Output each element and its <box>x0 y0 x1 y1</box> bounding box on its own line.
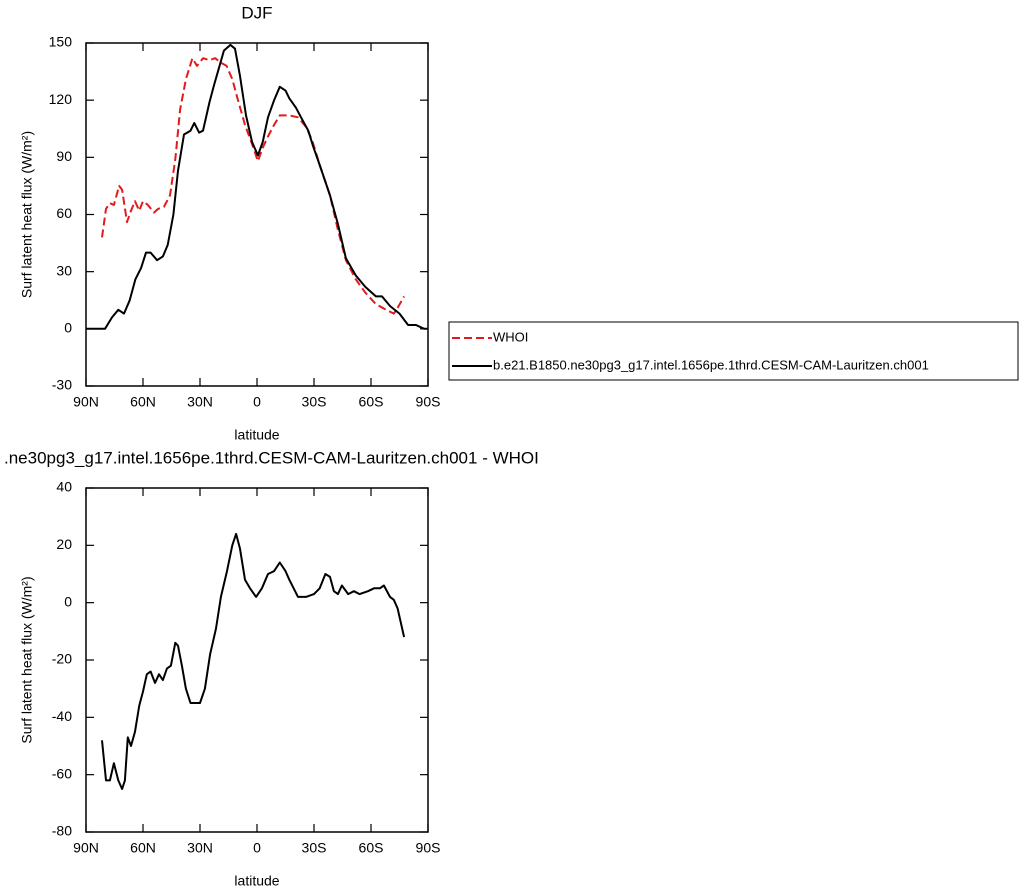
x-tick-label: 60S <box>359 840 384 856</box>
chart-title: .ne30pg3_g17.intel.1656pe.1thrd.CESM-CAM… <box>4 448 539 467</box>
y-tick-label: 60 <box>56 205 72 221</box>
x-tick-label: 60S <box>359 394 384 410</box>
x-tick-label: 90N <box>73 394 99 410</box>
y-tick-label: 120 <box>49 91 73 107</box>
y-tick-label: 20 <box>56 536 72 552</box>
x-tick-label: 90S <box>416 840 441 856</box>
y-tick-label: -60 <box>52 765 72 781</box>
y-tick-label: 150 <box>49 34 73 50</box>
legend-label: b.e21.B1850.ne30pg3_g17.intel.1656pe.1th… <box>493 357 929 372</box>
y-axis-label: Surf latent heat flux (W/m²) <box>19 576 35 743</box>
y-axis-label: Surf latent heat flux (W/m²) <box>19 131 35 298</box>
legend-box <box>448 321 1019 381</box>
data-line <box>101 532 406 790</box>
x-tick-label: 30S <box>302 394 327 410</box>
y-tick-label: -30 <box>52 377 72 393</box>
x-tick-label: 60N <box>130 394 156 410</box>
x-axis-label: latitude <box>234 427 279 443</box>
y-tick-label: 90 <box>56 148 72 164</box>
y-tick-label: -40 <box>52 708 72 724</box>
y-tick-label: 0 <box>64 593 72 609</box>
plot-frame <box>85 487 429 833</box>
y-tick-label: -80 <box>52 823 72 839</box>
y-tick-label: -20 <box>52 651 72 667</box>
x-tick-label: 90N <box>73 840 99 856</box>
y-tick-label: 0 <box>64 320 72 336</box>
x-tick-label: 30S <box>302 840 327 856</box>
chart-title: DJF <box>241 3 272 22</box>
legend-label: WHOI <box>493 329 528 344</box>
data-line <box>101 57 405 315</box>
x-axis-label: latitude <box>234 873 279 889</box>
plot-frame <box>85 42 429 387</box>
x-tick-label: 30N <box>187 840 213 856</box>
x-tick-label: 0 <box>253 840 261 856</box>
x-tick-label: 60N <box>130 840 156 856</box>
y-tick-label: 40 <box>56 479 72 495</box>
x-tick-label: 30N <box>187 394 213 410</box>
x-tick-label: 90S <box>416 394 441 410</box>
y-tick-label: 30 <box>56 262 72 278</box>
data-line <box>86 43 428 330</box>
x-tick-label: 0 <box>253 394 261 410</box>
